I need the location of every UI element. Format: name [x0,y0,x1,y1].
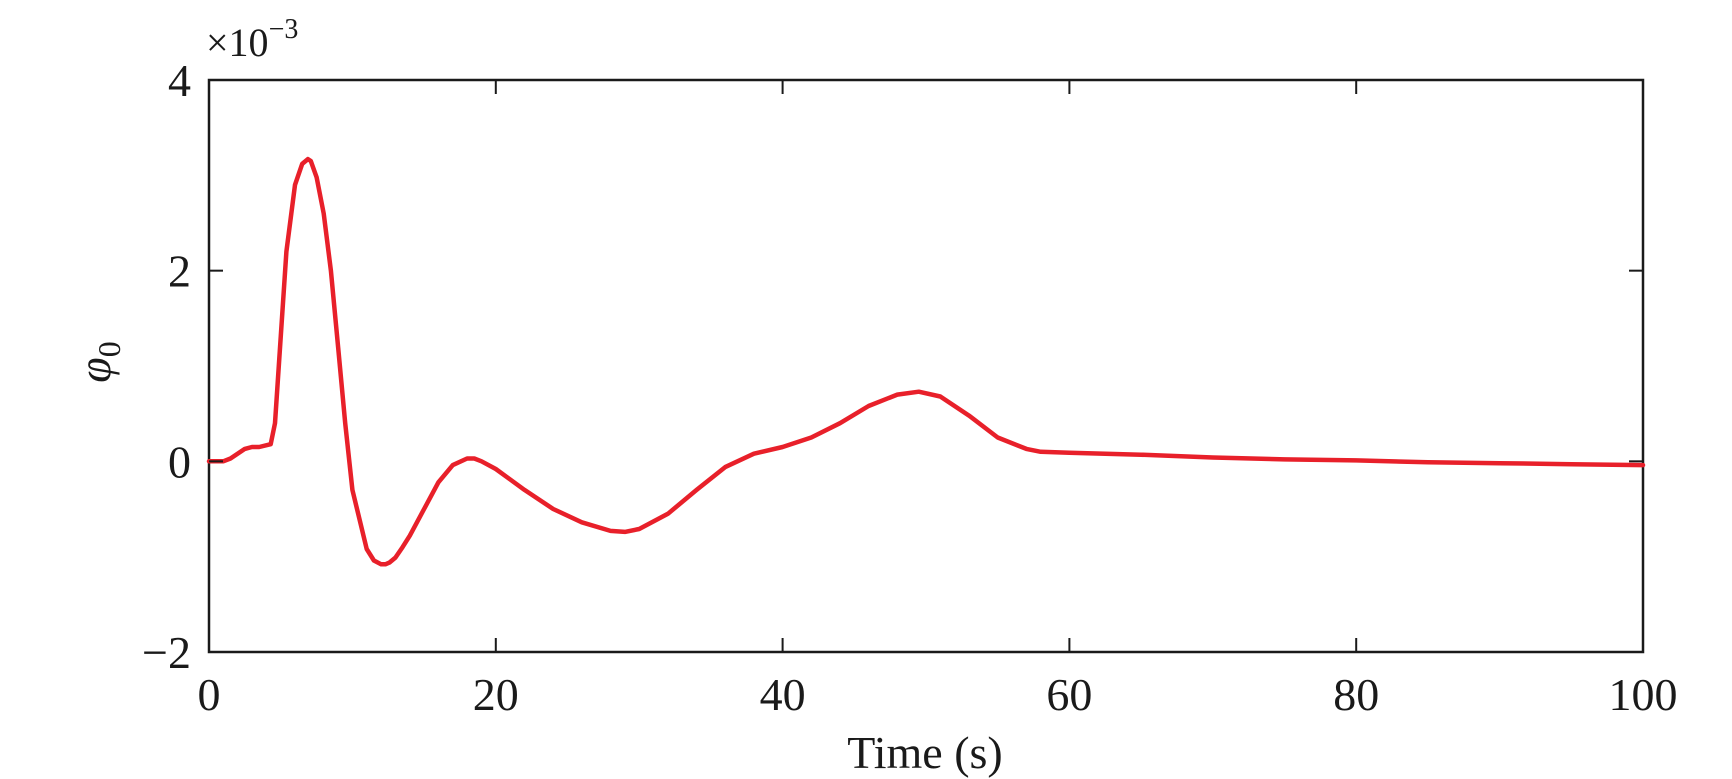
series-layer [206,156,1646,567]
y-axis-label-subscript: 0 [91,341,127,357]
series-line-0 [206,156,1646,567]
y-axis-multiplier-base: ×10 [206,20,269,65]
y-axis: −2 0 2 4 [142,55,1643,678]
y-tick-label: 0 [168,436,191,487]
x-tick-label: 60 [1046,669,1092,720]
y-axis-label-symbol: φ [69,357,120,382]
x-tick-label: 40 [760,669,806,720]
y-axis-multiplier-exponent: −3 [269,14,299,45]
x-axis-label: Time (s) [847,727,1003,778]
x-tick-label: 100 [1609,669,1678,720]
x-tick-label: 0 [198,669,221,720]
plot-frame [207,78,1645,654]
x-tick-label: 20 [473,669,519,720]
plot-area [207,78,1645,654]
y-axis-multiplier: ×10−3 [206,14,298,65]
y-tick-label: 4 [168,55,191,106]
y-tick-label: 2 [168,246,191,297]
x-axis: 0 20 40 60 80 100 [198,80,1678,720]
y-axis-label: φ0 [69,341,127,382]
y-tick-label: −2 [142,627,191,678]
x-tick-label: 80 [1333,669,1379,720]
